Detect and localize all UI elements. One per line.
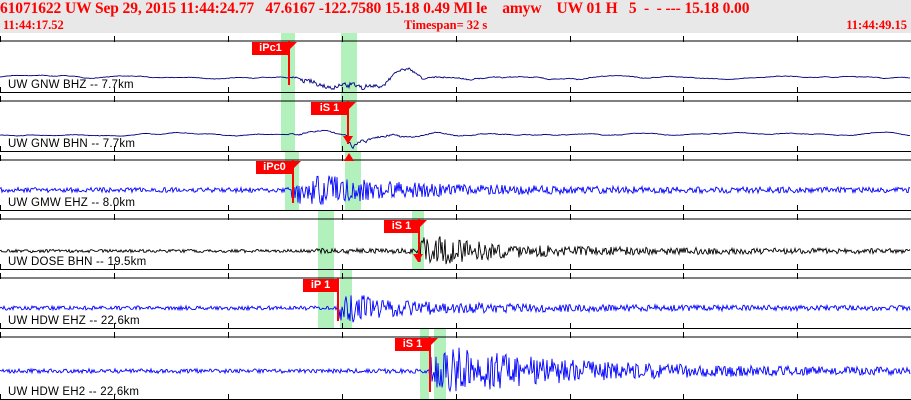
channel-label: UW HDW EHZ -- 22.6km xyxy=(8,315,140,327)
pick-direction-triangle-icon xyxy=(429,338,438,347)
trace-panel[interactable]: iS 1 UW GNW BHN -- 7.7km xyxy=(0,93,911,152)
amplitude-marker-icon xyxy=(343,136,353,144)
amplitude-marker-icon xyxy=(344,153,354,161)
pick-marker-line xyxy=(418,219,420,262)
trace-plot-area[interactable]: iPc1 UW GNW BHZ -- 7.7km iS 1 UW GNW BHN --… xyxy=(0,33,911,400)
phase-pick-label[interactable]: iPc1 xyxy=(252,42,289,55)
channel-label: UW DOSE BHN -- 19.5km xyxy=(8,256,147,268)
trace-waveform xyxy=(0,214,911,270)
phase-pick-label[interactable]: iPc0 xyxy=(256,161,293,174)
coda-window-band xyxy=(318,211,334,270)
timespan-header-line: 11:44:17.52 Timespan= 32 s 11:44:49.15 xyxy=(0,18,911,33)
trace-waveform xyxy=(0,273,911,329)
pick-direction-triangle-icon xyxy=(288,42,297,51)
coda-window-band xyxy=(281,93,295,152)
phase-pick-label[interactable]: iP 1 xyxy=(303,279,338,292)
pick-direction-triangle-icon xyxy=(418,220,427,229)
window-end-time: 11:44:49.15 xyxy=(846,18,907,32)
amplitude-marker-icon xyxy=(413,254,423,262)
trace-panel[interactable]: iS 1 UW DOSE BHN -- 19.5km xyxy=(0,211,911,270)
pick-marker-line xyxy=(288,41,290,85)
pick-direction-triangle-icon xyxy=(292,161,301,170)
phase-pick-label[interactable]: iS 1 xyxy=(384,220,419,233)
phase-pick-label[interactable]: iS 1 xyxy=(395,338,430,351)
channel-label: UW GMW EHZ -- 8.0km xyxy=(8,197,136,209)
channel-label: UW HDW EH2 -- 22.6km xyxy=(8,386,140,398)
timespan-label: Timespan= 32 s xyxy=(404,18,488,32)
trace-waveform xyxy=(0,96,911,152)
pick-marker-line xyxy=(337,278,339,321)
trace-waveform xyxy=(0,36,911,93)
trace-panel[interactable]: iS 1 UW HDW EH2 -- 22.6km xyxy=(0,329,911,400)
trace-panel[interactable]: iP 1 UW HDW EHZ -- 22.6km xyxy=(0,270,911,329)
phase-pick-label[interactable]: iS 1 xyxy=(311,102,348,115)
trace-panel[interactable]: iPc1 UW GNW BHZ -- 7.7km xyxy=(0,33,911,93)
coda-window-band xyxy=(341,33,357,93)
window-start-time: 11:44:17.52 xyxy=(3,18,64,32)
pick-marker-line xyxy=(429,337,431,392)
pick-direction-triangle-icon xyxy=(347,102,356,111)
trace-waveform xyxy=(0,155,911,211)
channel-label: UW GNW BHZ -- 7.7km xyxy=(8,79,134,91)
event-header-line: 61071622 UW Sep 29, 2015 11:44:24.77 47.… xyxy=(0,0,750,17)
pick-marker-line xyxy=(292,160,294,203)
channel-label: UW GNW BHN -- 7.7km xyxy=(8,138,136,150)
coda-window-band xyxy=(420,329,429,400)
trace-panel[interactable]: iPc0 UW GMW EHZ -- 8.0km xyxy=(0,152,911,211)
pick-marker-line xyxy=(347,101,349,144)
